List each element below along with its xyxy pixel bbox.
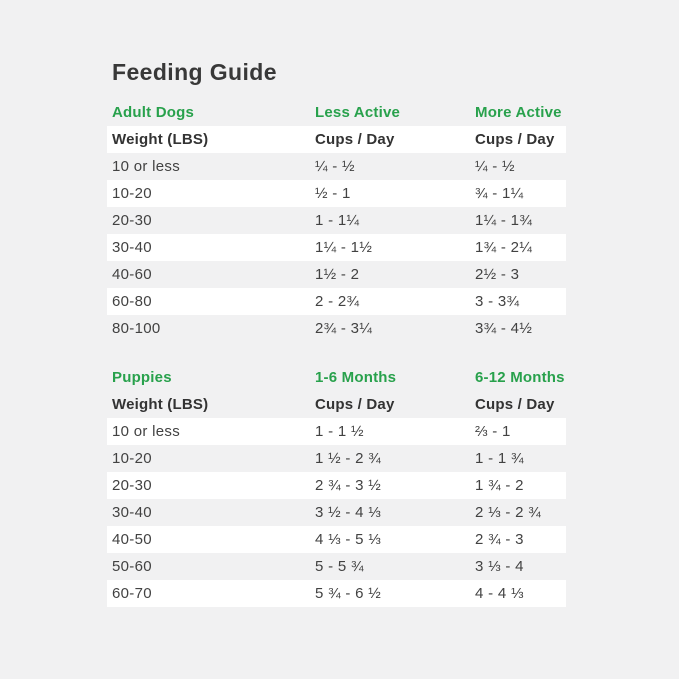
puppies-label: Puppies: [112, 369, 172, 386]
weight-cell: 20-30: [112, 477, 152, 494]
column-header-row: Weight (LBS) Cups / Day Cups / Day: [107, 391, 566, 418]
cups-cell: 3 ⅓ - 4: [475, 558, 524, 575]
cups-cell: 4 - 4 ⅓: [475, 585, 524, 602]
cups-cell: 3 ½ - 4 ⅓: [315, 504, 382, 521]
section-header-puppies: Puppies 1-6 Months 6-12 Months: [107, 364, 566, 391]
table-row: 50-60 5 - 5 ¾ 3 ⅓ - 4: [107, 553, 566, 580]
table-row: 10 or less ¼ - ½ ¼ - ½: [107, 153, 566, 180]
cups-cell: 1 ½ - 2 ¾: [315, 450, 382, 467]
weight-cell: 10 or less: [112, 423, 181, 440]
cups-cell: 5 - 5 ¾: [315, 558, 364, 575]
adult-dogs-table: Weight (LBS) Cups / Day Cups / Day 10 or…: [107, 126, 566, 342]
cups-cell: ½ - 1: [315, 185, 351, 202]
cups-cell: 2 ¾ - 3: [475, 531, 524, 548]
more-active-label: More Active: [475, 104, 562, 121]
cups-cell: 3¾ - 4½: [475, 320, 533, 337]
cups-cell: 3 - 3¾: [475, 293, 520, 310]
page-title: Feeding Guide: [112, 59, 277, 85]
cups-cell: ¼ - ½: [475, 158, 515, 175]
cups-column-header: Cups / Day: [315, 396, 395, 413]
puppies-table: Weight (LBS) Cups / Day Cups / Day 10 or…: [107, 391, 566, 607]
table-row: 60-80 2 - 2¾ 3 - 3¾: [107, 288, 566, 315]
weight-column-header: Weight (LBS): [112, 131, 209, 148]
table-row: 40-60 1½ - 2 2½ - 3: [107, 261, 566, 288]
cups-cell: ¼ - ½: [315, 158, 355, 175]
cups-cell: 1 - 1 ½: [315, 423, 364, 440]
weight-cell: 60-70: [112, 585, 152, 602]
weight-cell: 20-30: [112, 212, 152, 229]
cups-cell: 1¾ - 2¼: [475, 239, 533, 256]
weight-cell: 10 or less: [112, 158, 181, 175]
table-row: 20-30 1 - 1¼ 1¼ - 1¾: [107, 207, 566, 234]
weight-cell: 10-20: [112, 450, 152, 467]
column-header-row: Weight (LBS) Cups / Day Cups / Day: [107, 126, 566, 153]
cups-column-header: Cups / Day: [475, 131, 555, 148]
one-six-months-label: 1-6 Months: [315, 369, 397, 386]
cups-cell: 1 - 1 ¾: [475, 450, 524, 467]
cups-cell: 1 ¾ - 2: [475, 477, 524, 494]
adult-dogs-label: Adult Dogs: [112, 104, 194, 121]
table-row: 10-20 1 ½ - 2 ¾ 1 - 1 ¾: [107, 445, 566, 472]
cups-cell: 1¼ - 1¾: [475, 212, 533, 229]
table-row: 30-40 3 ½ - 4 ⅓ 2 ⅓ - 2 ¾: [107, 499, 566, 526]
cups-cell: 2¾ - 3¼: [315, 320, 373, 337]
table-row: 30-40 1¼ - 1½ 1¾ - 2¼: [107, 234, 566, 261]
cups-cell: 2 ¾ - 3 ½: [315, 477, 382, 494]
cups-cell: 2 ⅓ - 2 ¾: [475, 504, 542, 521]
weight-cell: 80-100: [112, 320, 161, 337]
less-active-label: Less Active: [315, 104, 401, 121]
table-row: 20-30 2 ¾ - 3 ½ 1 ¾ - 2: [107, 472, 566, 499]
weight-cell: 60-80: [112, 293, 152, 310]
cups-column-header: Cups / Day: [315, 131, 395, 148]
weight-cell: 10-20: [112, 185, 152, 202]
cups-cell: 1¼ - 1½: [315, 239, 373, 256]
weight-column-header: Weight (LBS): [112, 396, 209, 413]
cups-cell: 2½ - 3: [475, 266, 520, 283]
table-row: 40-50 4 ⅓ - 5 ⅓ 2 ¾ - 3: [107, 526, 566, 553]
weight-cell: 40-50: [112, 531, 152, 548]
weight-cell: 40-60: [112, 266, 152, 283]
cups-cell: 1 - 1¼: [315, 212, 360, 229]
cups-cell: 4 ⅓ - 5 ⅓: [315, 531, 382, 548]
table-row: 10-20 ½ - 1 ¾ - 1¼: [107, 180, 566, 207]
cups-cell: ⅔ - 1: [475, 423, 511, 440]
weight-cell: 30-40: [112, 504, 152, 521]
section-header-adult-dogs: Adult Dogs Less Active More Active: [107, 99, 566, 126]
cups-column-header: Cups / Day: [475, 396, 555, 413]
table-row: 60-70 5 ¾ - 6 ½ 4 - 4 ⅓: [107, 580, 566, 607]
cups-cell: 2 - 2¾: [315, 293, 360, 310]
table-row: 10 or less 1 - 1 ½ ⅔ - 1: [107, 418, 566, 445]
weight-cell: 30-40: [112, 239, 152, 256]
cups-cell: 1½ - 2: [315, 266, 360, 283]
six-twelve-months-label: 6-12 Months: [475, 369, 565, 386]
cups-cell: ¾ - 1¼: [475, 185, 524, 202]
weight-cell: 50-60: [112, 558, 152, 575]
cups-cell: 5 ¾ - 6 ½: [315, 585, 382, 602]
table-row: 80-100 2¾ - 3¼ 3¾ - 4½: [107, 315, 566, 342]
